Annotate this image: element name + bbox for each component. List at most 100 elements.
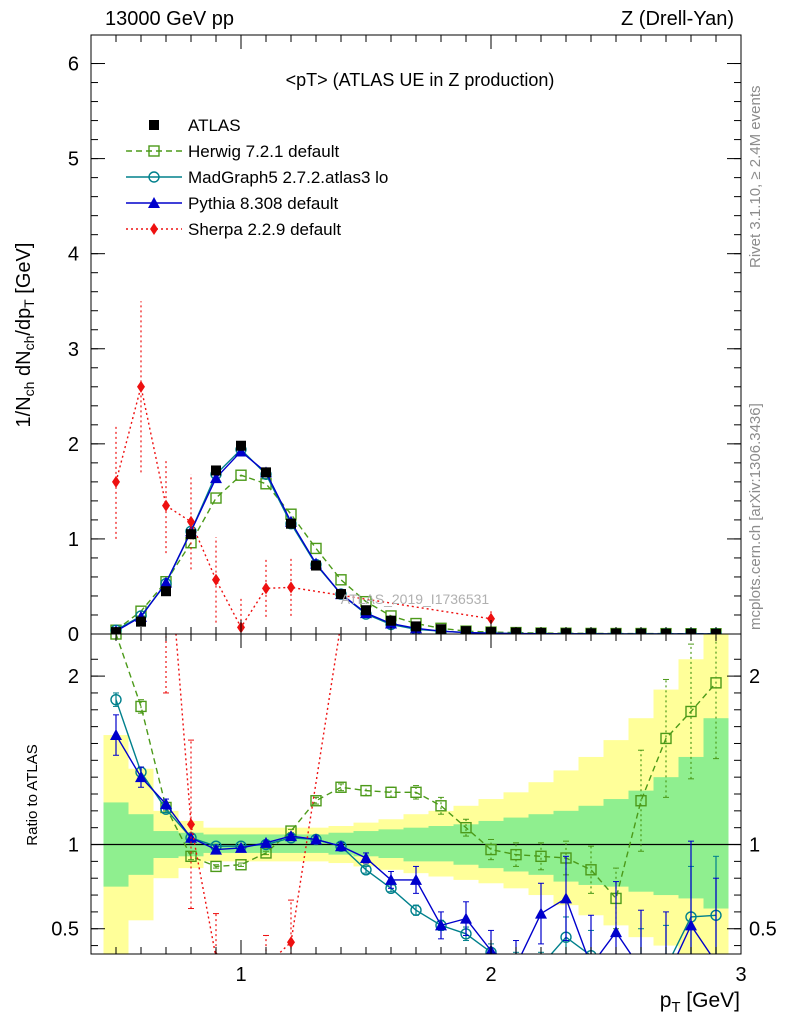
data-point xyxy=(710,677,722,689)
legend-entry-madgraph5-2-7-2-atlas3-lo: MadGraph5 2.7.2.atlas3 lo xyxy=(126,168,388,187)
data-point xyxy=(210,843,222,855)
data-point xyxy=(235,469,247,481)
data-point xyxy=(112,475,120,488)
ratio-series-herwig-7-2-1-default xyxy=(110,634,722,930)
ratio-y-tick-label-right: 2 xyxy=(749,666,760,688)
inner-band-bin xyxy=(428,826,454,862)
data-point xyxy=(660,732,672,745)
series-pythia-8-308-default xyxy=(111,445,720,634)
process-label: Z (Drell-Yan) xyxy=(621,8,734,30)
data-point xyxy=(137,380,145,393)
data-point xyxy=(237,1001,245,1013)
data-point xyxy=(660,973,672,984)
plot-title: <pT> (ATLAS UE in Z production) xyxy=(286,70,555,90)
data-point xyxy=(211,465,221,476)
ratio-y-tick-label: 0.5 xyxy=(51,919,79,941)
data-point xyxy=(287,936,295,949)
data-point xyxy=(385,786,397,799)
data-point xyxy=(335,840,347,852)
data-point xyxy=(361,605,371,616)
data-point xyxy=(262,960,270,972)
data-point xyxy=(661,962,671,972)
data-point xyxy=(310,542,322,555)
legend-label: Herwig 7.2.1 default xyxy=(188,142,339,161)
main-y-tick-label: 4 xyxy=(68,244,79,266)
data-point xyxy=(360,784,372,797)
data-point xyxy=(160,576,172,588)
data-point xyxy=(536,961,546,971)
main-y-tick-label: 3 xyxy=(68,339,79,361)
main-y-tick-label: 5 xyxy=(68,149,79,171)
main-y-tick-label: 2 xyxy=(68,434,79,456)
series-herwig-7-2-1-default xyxy=(110,469,722,634)
legend: ATLAS Herwig 7.2.1 default MadGraph5 2.7.2… xyxy=(126,116,388,239)
legend-entry-atlas: ATLAS xyxy=(149,116,241,135)
data-point xyxy=(210,492,222,504)
data-point xyxy=(261,467,271,478)
main-axes: 0 1 2 3 4 5 6 xyxy=(68,35,741,646)
data-point xyxy=(485,843,497,856)
series-madgraph5-2-7-2-atlas3-lo xyxy=(110,443,722,634)
rivet-version-label: Rivet 3.1.10, ≥ 2.4M events xyxy=(747,85,764,269)
x-tick-label: 3 xyxy=(735,964,746,986)
data-point xyxy=(235,841,247,853)
data-point xyxy=(487,612,495,625)
data-point xyxy=(535,850,547,863)
data-point xyxy=(610,926,622,938)
main-y-axis-label: 1/Nch dNch/dpT [GeV] xyxy=(13,243,37,428)
data-point xyxy=(710,956,722,967)
analysis-watermark: ATLAS_2019_I1736531 xyxy=(341,591,490,607)
data-point xyxy=(287,581,295,594)
data-point xyxy=(460,912,472,924)
legend-marker xyxy=(149,120,159,130)
data-point xyxy=(235,859,247,871)
collision-energy-label: 13000 GeV pp xyxy=(105,8,234,30)
data-point xyxy=(685,705,697,718)
data-point xyxy=(310,795,322,807)
data-point xyxy=(435,919,447,931)
data-point xyxy=(286,518,296,529)
data-point xyxy=(260,836,272,848)
data-point xyxy=(161,586,171,597)
uncertainty-bands xyxy=(91,634,741,954)
ratio-series-sherpa-2-2-9-default xyxy=(163,634,340,1013)
data-point xyxy=(135,700,147,713)
ratio-series-layer xyxy=(110,634,722,1013)
data-point xyxy=(336,589,346,600)
series-atlas xyxy=(111,440,721,634)
main-y-tick-label: 1 xyxy=(68,529,79,551)
inner-band-bin xyxy=(378,829,404,858)
data-point xyxy=(135,771,147,783)
data-point xyxy=(236,440,246,451)
data-point xyxy=(187,515,195,528)
data-point xyxy=(511,957,521,967)
ratio-y-tick-label: 1 xyxy=(68,835,79,857)
data-point xyxy=(685,919,697,931)
ratio-y-tick-label: 2 xyxy=(68,666,79,688)
data-point xyxy=(560,892,572,904)
legend-label: ATLAS xyxy=(188,116,241,135)
x-tick-label: 2 xyxy=(485,964,496,986)
data-point xyxy=(187,818,195,831)
data-point xyxy=(410,873,422,885)
data-point xyxy=(210,860,222,873)
legend-marker xyxy=(148,145,160,157)
x-tick-label: 1 xyxy=(235,964,246,986)
data-point xyxy=(585,960,597,971)
data-point xyxy=(385,873,397,885)
legend-entry-sherpa-2-2-9-default: Sherpa 2.2.9 default xyxy=(126,220,341,239)
series-sherpa-2-2-9-default xyxy=(112,301,495,634)
main-y-tick-label: 0 xyxy=(68,624,79,646)
data-point xyxy=(185,850,197,863)
ratio-panel: 0.5 0.5 1 1 2 2 1 2 3 Ratio to ATLAS pT [GeV] xyxy=(24,633,777,1016)
data-point xyxy=(360,864,372,876)
data-point xyxy=(262,582,270,595)
ratio-y-axis-label: Ratio to ATLAS xyxy=(24,744,41,845)
data-point xyxy=(110,729,122,741)
data-point xyxy=(360,852,372,863)
data-point xyxy=(386,615,396,626)
data-point xyxy=(162,499,170,512)
data-point xyxy=(410,904,422,916)
ratio-axes: 0.5 0.5 1 1 2 2 1 2 3 xyxy=(51,634,777,986)
